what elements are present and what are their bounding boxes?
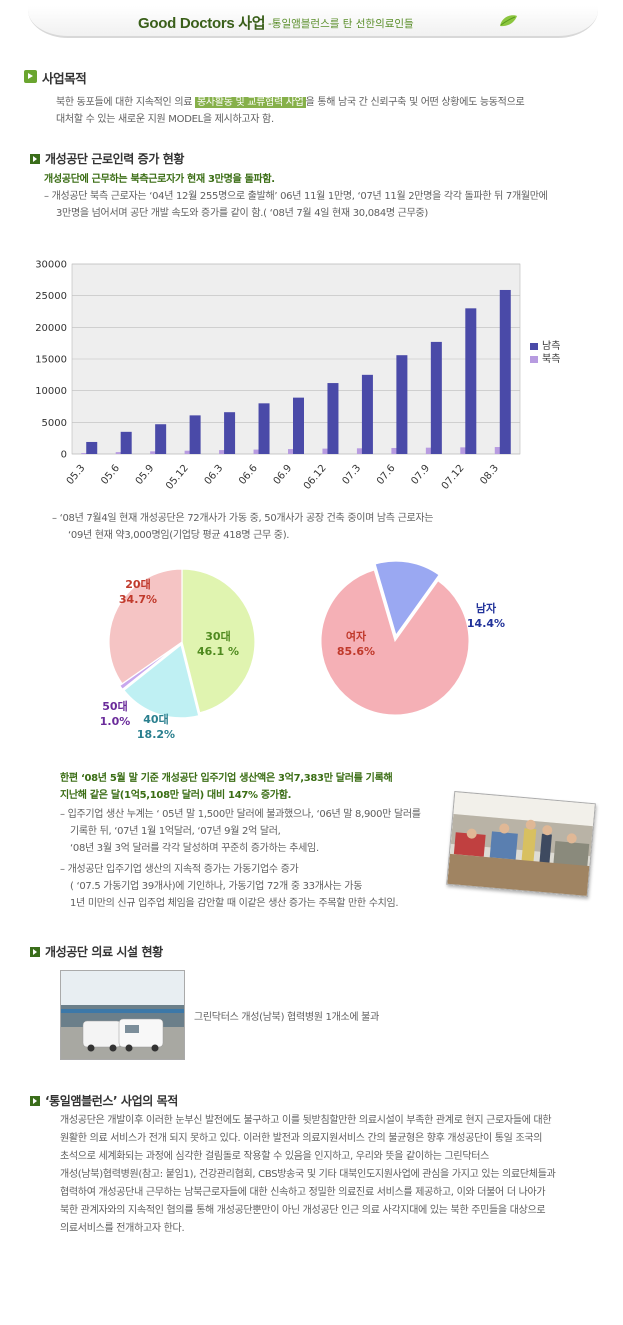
workers-headline: 개성공단에 근무하는 북측근로자가 현재 3만명을 돌파함. [44,174,275,185]
goal-line-7: 의료서비스를 전개하고자 한다. [60,1223,185,1234]
y-tick-label: 20000 [35,323,67,334]
x-tick-label: 05.12 [164,463,191,492]
y-tick-label: 5000 [42,418,67,429]
hospital-photo [60,970,185,1060]
header-title: Good Doctors 사업 [138,15,266,32]
header-subtitle: -통일앰블런스를 탄 선한의료인들 [268,18,414,30]
bar-tall [224,412,236,454]
pie-value: 34.7% [119,593,157,606]
page-header: Good Doctors 사업 -통일앰블런스를 탄 선한의료인들 [0,0,623,46]
legend-label: 남측 [542,340,560,352]
medical-caption: 그린닥터스 개성(남북) 협력병원 1개소에 불과 [194,1012,379,1023]
x-tick-label: 07.3 [340,463,363,487]
pie-label: 남자 [476,601,497,615]
legend-swatch [530,343,538,350]
bar-tall [396,355,408,454]
goal-line-6: 북한 관계자와의 지속적인 협의를 통해 개성공단뿐만이 아닌 개성공단 인근 … [60,1205,546,1216]
workers-line-1: – 개성공단 북측 근로자는 ‘04년 12월 255명으로 출발해’ 06년 … [44,191,548,202]
goal-line-3: 초석으로 세계화되는 과정에 심각한 걸림돌로 작용할 수 있음을 인지하고, … [60,1151,490,1162]
subsection-arrow-icon [30,1096,40,1106]
factory-photo [446,790,596,898]
worker-pie-charts: 20대 34.7% 30대 46.1 % 40대 18.2% 50대 1.0% 여자 85.6% 남… [100,560,505,741]
workers-note-2: ‘09년 현재 약3,000명임(기업당 평균 418명 근무 중). [68,530,290,541]
pie-value: 1.0% [100,715,131,728]
legend-swatch [530,356,538,363]
y-tick-label: 10000 [35,386,67,397]
goal-line-4: 개성(남북)협력병원(참고: 붙임1), 건강관리협회, CBS방송국 및 기타… [60,1169,556,1180]
purpose-highlight: 봉사활동 및 교류협력 사업 [195,97,306,108]
production-b2-line-3: 1년 미만의 신규 입주업 체임을 감안할 때 이같은 생산 증가는 주목할 만… [70,898,399,909]
bar-tall [327,383,339,454]
pie-value: 46.1 % [197,645,239,658]
purpose-line-2: 대처할 수 있는 새로운 지원 MODEL을 제시하고자 함. [56,114,274,125]
section-arrow-icon [24,70,37,83]
goal-line-2: 원활한 의료 서비스가 전개 되지 못하고 있다. 이러한 발전과 의료지원서비… [60,1133,543,1144]
workers-line-2: 3만명을 넘어서며 공단 개발 속도와 증가를 같이 함.( ‘08년 7월 4… [56,208,428,219]
y-tick-label: 30000 [35,260,67,271]
x-tick-label: 06.12 [302,463,329,492]
bar-tall [430,341,442,454]
section-title-goal: ‘통일앰블런스’ 사업의 목적 [45,1094,178,1108]
worker-bar-chart: 30000 25000 20000 15000 10000 5000 0 05.3 05.6 05… [35,260,560,492]
bar-tall [465,308,477,454]
y-tick-label: 0 [61,450,67,461]
x-tick-label: 08.3 [478,463,501,487]
pie-label: 30대 [205,629,230,643]
y-tick-label: 15000 [35,355,67,366]
section-title-medical: 개성공단 의료 시설 현황 [45,945,163,959]
production-headline-1: 한편 ‘08년 5월 말 기준 개성공단 입주기업 생산액은 3억7,383만 … [60,773,393,784]
bar-tall [258,403,270,454]
production-b1-line-3: ‘08년 3월 3억 달러를 각각 달성하며 꾸준히 증가하는 추세임. [70,843,319,854]
bar-tall [86,441,98,454]
y-tick-label: 25000 [35,291,67,302]
production-b2-line-1: – 개성공단 입주기업 생산의 지속적 증가는 가동기업수 증가 [60,864,299,875]
legend-label: 북측 [542,353,560,365]
x-tick-label: 05.3 [65,463,88,487]
goal-line-5: 협력하여 개성공단내 근무하는 남북근로자들에 대한 신속하고 정밀한 의료진료… [60,1187,546,1198]
leaf-icon [500,15,517,27]
goal-line-1: 개성공단은 개발이후 이러한 눈부신 발전에도 불구하고 이를 뒷받침할만한 의… [60,1115,552,1126]
subsection-arrow-icon [30,947,40,957]
x-tick-label: 07.6 [375,463,398,487]
pie-slice-age [123,643,200,719]
bar-tall [155,424,167,454]
bar-tall [293,397,304,454]
pie-value: 85.6% [337,645,375,658]
pie-label: 50대 [102,699,127,713]
bar-tall [120,431,132,454]
pie-slice-age [118,643,180,691]
x-tick-label: 05.9 [134,463,157,487]
pie-slice-female [320,569,470,716]
x-tick-label: 06.9 [272,463,295,487]
pie-label: 20대 [125,577,150,591]
x-tick-label: 07.12 [440,463,467,492]
pie-slice-male [374,560,440,637]
x-tick-label: 06.6 [237,463,260,487]
section-title-purpose: 사업목적 [42,71,87,86]
subsection-arrow-icon [30,154,40,164]
production-b1-line-1: – 입주기업 생산 누계는 ‘ 05년 말 1,500만 달러에 불과했으나, … [60,809,421,820]
production-b1-line-2: 기록한 뒤, ‘07년 1월 1억달러, ‘07년 9월 2억 달러, [70,826,281,837]
workers-note-1: – ‘08년 7월4일 현재 개성공단은 72개사가 가동 중, 50개사가 공… [52,513,434,524]
x-tick-label: 07.9 [409,463,432,487]
pie-label: 여자 [346,629,367,643]
pie-value: 14.4% [467,617,505,630]
pie-slice-age [181,568,256,714]
bar-tall [189,415,201,454]
x-tick-label: 06.3 [203,463,226,487]
pie-label: 40대 [143,712,168,726]
production-b2-line-2: ( ‘07.5 가동기업 39개사)에 기인하나, 가동기업 72개 중 33개… [70,881,363,892]
bar-tall [361,374,373,454]
x-tick-label: 05.6 [99,463,122,487]
pie-slice-age [108,568,183,685]
pie-value: 18.2% [137,728,175,741]
bar-tall [499,289,511,454]
production-headline-2: 지난해 같은 달(1억5,108만 달러) 대비 147% 증가함. [60,790,292,801]
section-title-workers: 개성공단 근로인력 증가 현황 [45,152,185,166]
purpose-line-1: 북한 동포들에 대한 지속적인 의료 봉사활동 및 교류협력 사업 을 통해 남국… [56,97,525,108]
